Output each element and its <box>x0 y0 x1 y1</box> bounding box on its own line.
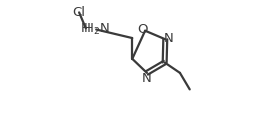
Text: H$_2$N: H$_2$N <box>83 22 110 37</box>
Text: O: O <box>137 23 148 36</box>
Text: N: N <box>142 72 151 85</box>
Text: Cl: Cl <box>73 6 86 19</box>
Text: H: H <box>81 22 91 35</box>
Text: N: N <box>164 32 174 45</box>
